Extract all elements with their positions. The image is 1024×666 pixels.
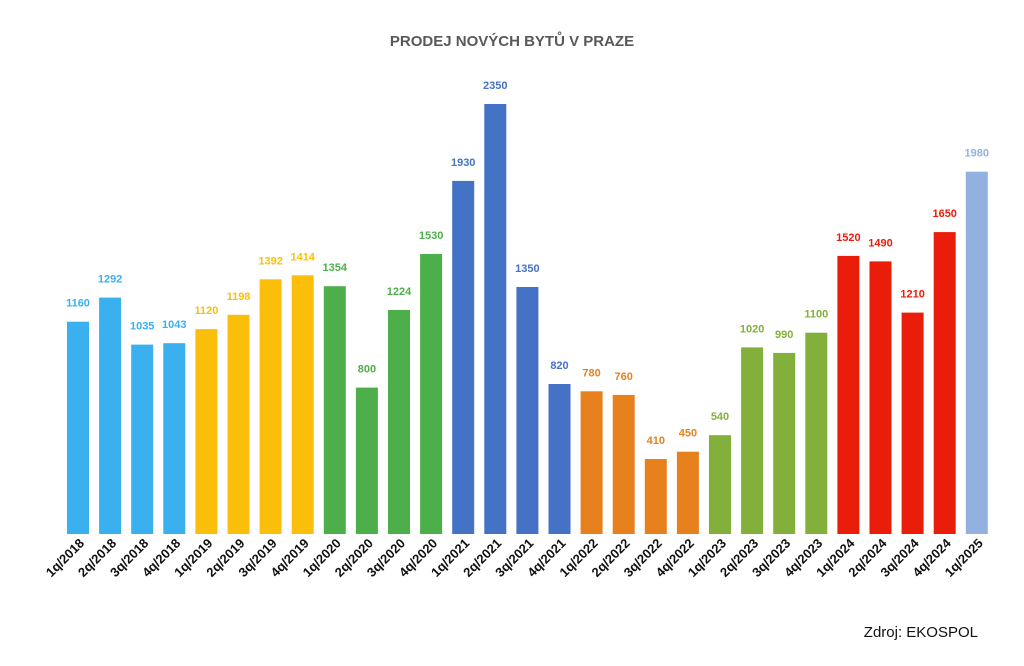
value-label-4q/2020: 1530 <box>419 230 443 242</box>
bar-1q/2019 <box>195 329 218 534</box>
bar-1q/2021 <box>452 180 475 534</box>
bar-4q/2023 <box>805 332 828 534</box>
bar-4q/2024 <box>933 232 956 534</box>
value-label-4q/2024: 1650 <box>932 208 956 220</box>
bar-2q/2024 <box>869 261 892 534</box>
value-label-2q/2019: 1198 <box>227 291 251 303</box>
value-label-1q/2019: 1120 <box>194 305 218 317</box>
bar-3q/2018 <box>131 344 154 534</box>
value-label-2q/2024: 1490 <box>868 237 892 249</box>
bar-2q/2022 <box>612 394 635 534</box>
bars-group <box>67 104 988 534</box>
bar-2q/2018 <box>99 297 122 534</box>
value-label-4q/2019: 1414 <box>290 251 315 263</box>
value-label-1q/2021: 1930 <box>451 157 475 169</box>
value-label-4q/2018: 1043 <box>162 319 186 331</box>
value-label-2q/2021: 2350 <box>483 80 507 92</box>
value-label-3q/2019: 1392 <box>258 255 282 267</box>
tick-labels-group: 1q/20182q/20183q/20184q/20181q/20192q/20… <box>43 535 986 580</box>
value-label-3q/2022: 410 <box>647 435 665 447</box>
value-label-4q/2022: 450 <box>679 428 697 440</box>
value-label-4q/2021: 820 <box>550 360 568 372</box>
source-note: Zdroj: EKOSPOL <box>864 624 978 641</box>
value-label-1q/2020: 1354 <box>323 262 348 274</box>
bar-3q/2023 <box>773 352 796 534</box>
bar-1q/2020 <box>323 286 346 534</box>
bar-4q/2019 <box>291 275 314 534</box>
value-label-3q/2021: 1350 <box>515 263 539 275</box>
bar-3q/2019 <box>259 279 282 534</box>
value-label-1q/2023: 540 <box>711 411 729 423</box>
value-label-2q/2018: 1292 <box>98 274 122 286</box>
value-label-3q/2023: 990 <box>775 329 793 341</box>
value-label-1q/2022: 780 <box>582 367 600 379</box>
value-label-1q/2018: 1160 <box>66 298 90 310</box>
bar-2q/2021 <box>484 104 507 534</box>
bar-2q/2019 <box>227 314 250 534</box>
bar-1q/2023 <box>709 435 731 534</box>
value-label-2q/2020: 800 <box>358 364 376 376</box>
bar-1q/2024 <box>837 255 860 534</box>
value-label-2q/2022: 760 <box>615 371 633 383</box>
value-labels-group: 1160 1292 1035 1043 1120 1198 1392 1414 1354 800 1… <box>66 80 989 447</box>
bar-3q/2020 <box>388 310 410 534</box>
bar-2q/2020 <box>355 387 378 534</box>
value-label-3q/2020: 1224 <box>387 286 412 298</box>
bar-4q/2020 <box>420 254 443 534</box>
bar-1q/2025 <box>965 171 988 534</box>
bar-3q/2022 <box>644 459 667 534</box>
value-label-1q/2025: 1980 <box>965 148 989 160</box>
bar-2q/2023 <box>741 347 764 534</box>
bar-3q/2024 <box>901 312 924 534</box>
bar-1q/2022 <box>580 391 603 534</box>
value-label-2q/2023: 1020 <box>740 323 764 335</box>
bar-4q/2021 <box>548 384 571 534</box>
bar-3q/2021 <box>516 287 539 534</box>
bar-4q/2018 <box>163 343 186 534</box>
value-label-4q/2023: 1100 <box>804 309 828 321</box>
value-label-3q/2024: 1210 <box>900 289 924 301</box>
bar-4q/2022 <box>676 451 699 534</box>
chart-title: PRODEJ NOVÝCH BYTŮ V PRAZE <box>390 31 634 50</box>
value-label-1q/2024: 1520 <box>836 232 860 244</box>
value-label-3q/2018: 1035 <box>130 321 154 333</box>
bar-1q/2018 <box>67 321 89 534</box>
